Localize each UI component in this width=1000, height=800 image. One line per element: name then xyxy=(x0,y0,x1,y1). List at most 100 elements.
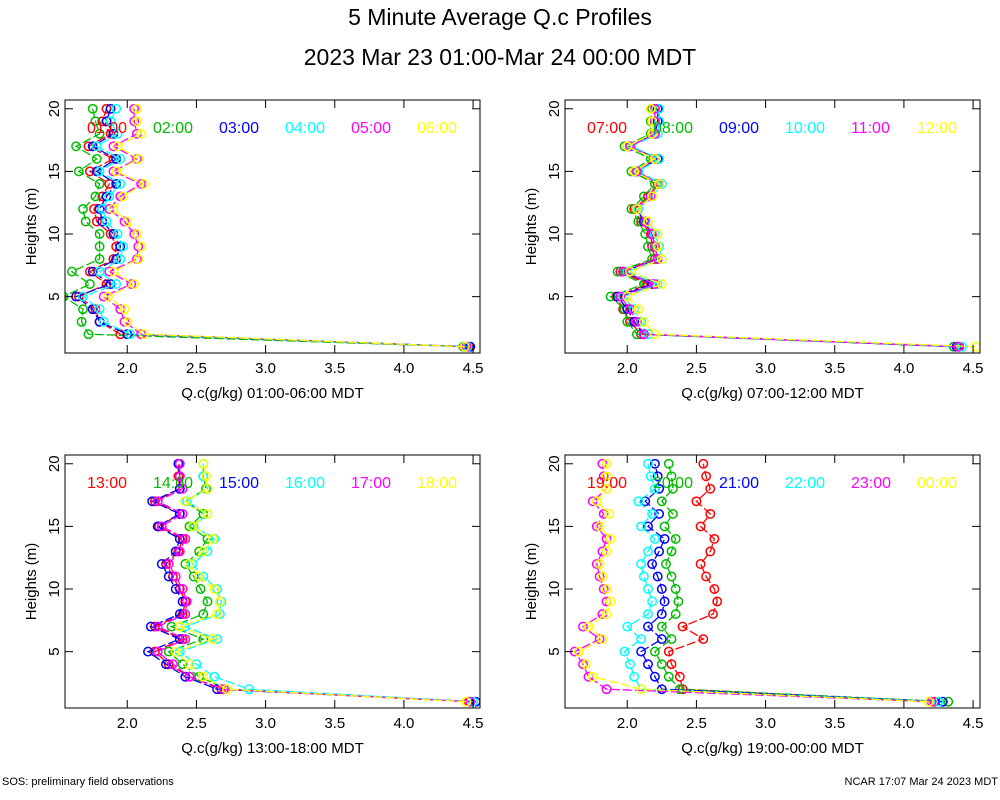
data-point xyxy=(709,533,720,544)
data-point xyxy=(640,229,651,239)
data-point xyxy=(163,571,174,582)
data-point xyxy=(188,571,199,582)
data-point xyxy=(661,559,671,569)
data-point xyxy=(91,216,102,227)
data-point xyxy=(631,166,642,177)
data-point xyxy=(638,316,649,327)
data-point xyxy=(709,584,720,594)
data-point xyxy=(71,141,82,152)
series-line-1800 xyxy=(174,463,467,703)
data-point xyxy=(652,241,663,252)
data-point xyxy=(656,659,667,670)
data-point xyxy=(152,521,163,532)
data-point xyxy=(198,546,209,557)
data-point xyxy=(87,304,98,315)
data-point xyxy=(174,483,185,494)
data-point xyxy=(133,241,144,252)
data-point xyxy=(138,178,149,189)
data-point xyxy=(133,254,144,265)
x-tick-label: 2.0 xyxy=(117,715,138,732)
legend-entry-1600: 16:00 xyxy=(285,475,325,492)
data-point xyxy=(184,659,195,670)
data-point xyxy=(677,684,688,695)
data-point xyxy=(622,316,633,327)
data-point xyxy=(656,621,667,632)
data-point xyxy=(666,471,677,482)
data-point xyxy=(649,483,660,494)
data-point xyxy=(667,483,678,494)
data-point xyxy=(191,659,202,670)
data-point xyxy=(126,279,137,290)
data-point xyxy=(649,116,660,127)
x-tick-label: 2.5 xyxy=(686,360,707,377)
data-point xyxy=(636,521,647,532)
data-point xyxy=(601,471,612,482)
data-point xyxy=(647,596,658,607)
data-point xyxy=(656,496,667,507)
data-point xyxy=(84,166,95,177)
x-tick-label: 4.5 xyxy=(463,715,484,732)
data-point xyxy=(111,166,122,177)
data-point xyxy=(87,266,98,277)
legend-entry-0100: 01:00 xyxy=(87,120,127,137)
data-point xyxy=(594,521,605,532)
data-point xyxy=(633,496,644,507)
data-point xyxy=(640,496,651,507)
data-point xyxy=(208,533,218,544)
legend-entry-0300: 03:00 xyxy=(219,120,259,137)
data-point xyxy=(618,266,629,277)
x-axis-label: Q.c(g/kg) 13:00-18:00 MDT xyxy=(181,740,364,757)
data-point xyxy=(177,533,188,544)
data-point xyxy=(619,304,630,315)
data-point xyxy=(677,621,688,632)
data-point xyxy=(90,191,101,202)
data-point xyxy=(129,103,140,114)
data-point xyxy=(659,596,670,607)
data-point xyxy=(136,178,147,189)
data-point xyxy=(670,533,681,544)
y-tick-label: 10 xyxy=(46,581,63,598)
plot-area xyxy=(569,458,954,707)
data-point xyxy=(122,216,133,227)
data-point xyxy=(656,279,667,290)
legend-entry-2200: 22:00 xyxy=(785,475,825,492)
data-point xyxy=(649,533,660,544)
data-point xyxy=(118,241,129,252)
data-point xyxy=(643,241,653,252)
data-point xyxy=(212,609,223,620)
data-point xyxy=(105,229,116,239)
data-point xyxy=(594,559,605,569)
data-point xyxy=(649,646,660,657)
x-tick-label: 3.0 xyxy=(755,715,776,732)
legend-entry-0800: 08:00 xyxy=(653,120,693,137)
data-point xyxy=(90,116,101,127)
data-point xyxy=(161,659,171,670)
panel-2: 2.0 2.5 3.0 3.5 4.0 4.5 5 10 15 20 Q.c(g/kg) 07:00… xyxy=(523,99,984,402)
data-point xyxy=(212,684,223,695)
data-point xyxy=(594,571,605,582)
data-point xyxy=(643,216,653,227)
data-point xyxy=(649,329,660,340)
data-point xyxy=(656,254,667,265)
data-point xyxy=(76,316,87,327)
data-point xyxy=(170,571,181,582)
data-point xyxy=(701,571,712,582)
data-point xyxy=(645,471,656,482)
legend-entry-1200: 12:00 xyxy=(917,120,957,137)
legend-entry-2100: 21:00 xyxy=(719,475,759,492)
data-point xyxy=(656,178,667,189)
data-point xyxy=(208,634,218,645)
series-line-1400 xyxy=(167,463,474,703)
data-point xyxy=(629,671,640,682)
data-point xyxy=(629,316,640,327)
data-point xyxy=(649,279,660,290)
data-point xyxy=(598,471,609,482)
data-point xyxy=(578,621,588,632)
data-point xyxy=(94,178,105,189)
data-point xyxy=(647,191,658,202)
data-point xyxy=(598,508,609,519)
data-point xyxy=(643,521,653,532)
data-point xyxy=(591,521,602,532)
data-point xyxy=(131,116,142,127)
